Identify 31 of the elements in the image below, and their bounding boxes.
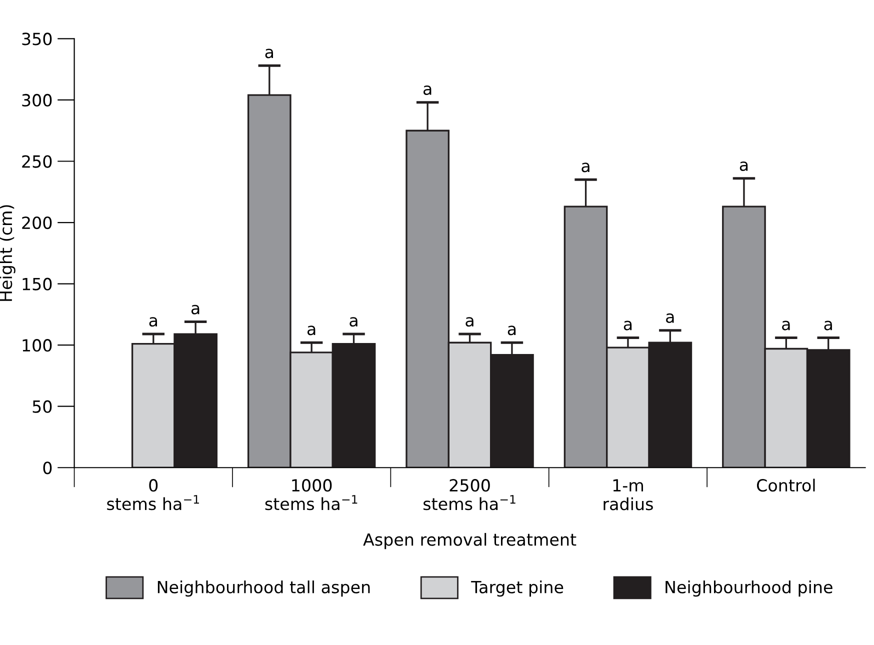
data-label: a (782, 320, 790, 330)
legend-label: Neighbourhood pine (666, 580, 832, 597)
data-label: a (824, 320, 832, 330)
y-tick-label: 150 (22, 278, 52, 290)
y-tick-label: 100 (22, 339, 52, 352)
y-tick-label: 0 (43, 462, 52, 474)
legend-label: Target pine (471, 580, 564, 597)
x-tick-label: 1-m radius (604, 479, 653, 510)
x-tick-label: 1000 stems ha$^{−1}$ (265, 479, 358, 510)
data-label: a (582, 162, 590, 172)
y-tick-label: 200 (22, 216, 52, 230)
y-tick-label: 350 (22, 32, 52, 46)
x-tick-label: Control (756, 478, 815, 492)
legend-label: Neighbourhood tall aspen (158, 580, 370, 597)
data-label: a (466, 317, 474, 327)
data-label: a (350, 317, 358, 327)
data-label: a (191, 304, 200, 314)
y-tick-label: 50 (32, 400, 52, 413)
data-label: a (740, 161, 748, 172)
data-label: a (624, 320, 632, 330)
y-tick-label: 250 (22, 155, 52, 168)
x-tick-label: 2500 stems ha$^{−1}$ (424, 479, 516, 510)
data-label: a (307, 326, 316, 336)
y-tick-label: 300 (22, 94, 52, 107)
data-label: a (423, 85, 432, 96)
x-axis-title: Aspen removal treatment (363, 532, 576, 550)
data-label: a (265, 48, 273, 58)
data-label: a (666, 313, 674, 323)
x-tick-label: 0 stems ha$^{−1}$ (107, 479, 199, 510)
data-label: a (149, 317, 157, 327)
data-label: a (508, 326, 516, 336)
